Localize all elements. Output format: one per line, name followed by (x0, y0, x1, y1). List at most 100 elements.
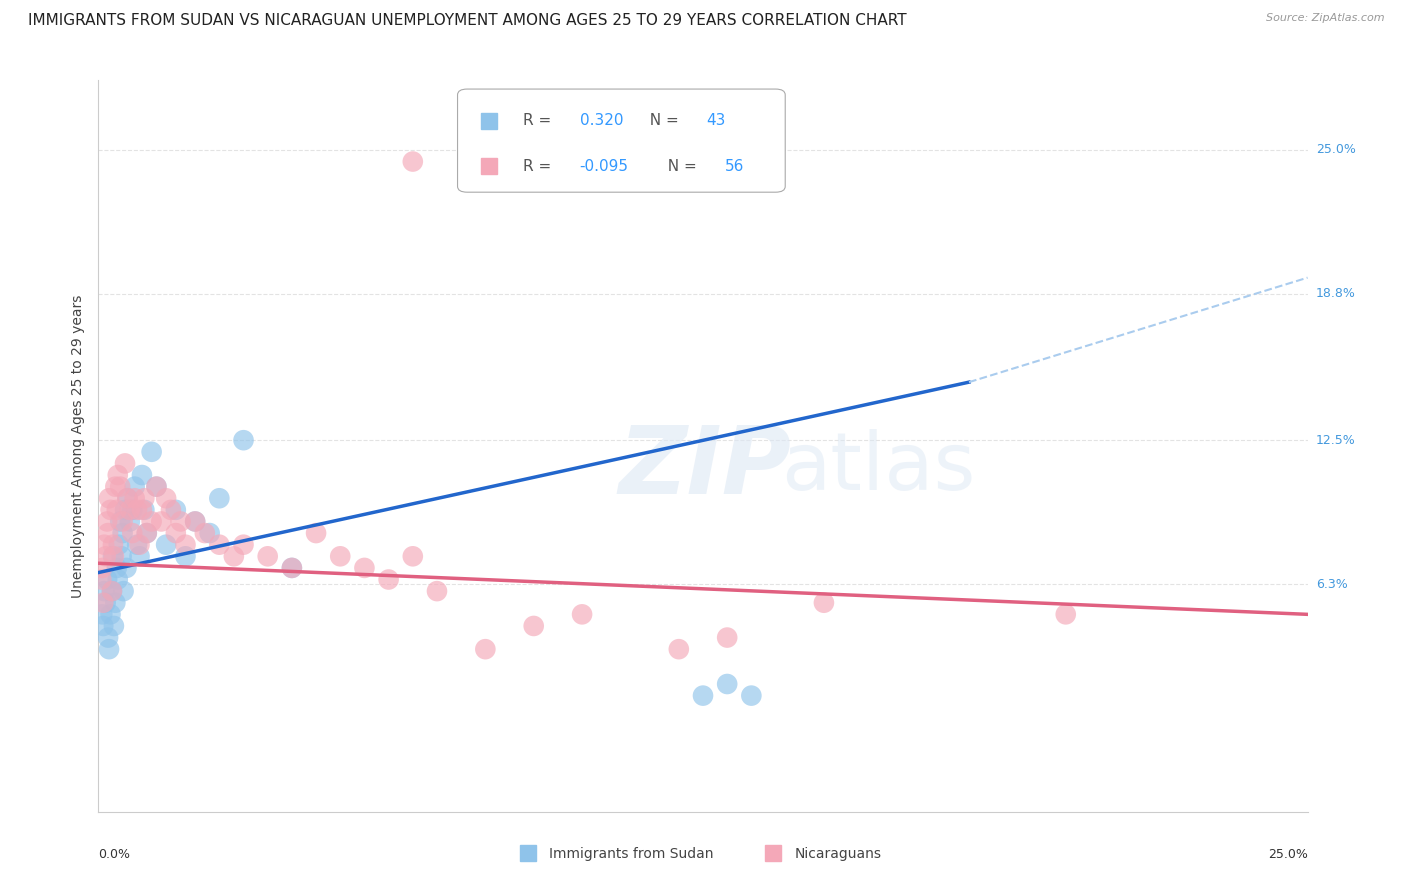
Point (108, 480, 131, 494)
Point (135, 526, 157, 541)
Point (93, 584, 115, 599)
Text: N =: N = (658, 159, 702, 174)
Point (121, 526, 143, 541)
Point (94, 596, 117, 610)
Point (208, 491, 231, 506)
Point (114, 457, 136, 471)
Point (114, 503, 136, 517)
Point (112, 584, 135, 599)
Point (128, 538, 150, 552)
Point (127, 538, 149, 552)
Text: Immigrants from Sudan: Immigrants from Sudan (550, 847, 714, 862)
Text: ZIP: ZIP (619, 422, 792, 514)
Point (111, 515, 134, 529)
Point (141, 445, 163, 459)
Text: R =: R = (523, 159, 555, 174)
Point (103, 619, 125, 633)
Text: 0.320: 0.320 (579, 113, 623, 128)
Point (100, 503, 122, 517)
Text: R =: R = (523, 113, 555, 128)
Point (668, 642, 690, 657)
Point (160, 503, 183, 517)
Point (377, 573, 399, 587)
Point (813, 596, 835, 610)
Point (184, 515, 207, 529)
Point (115, 561, 138, 575)
Point (111, 526, 134, 541)
Point (108, 515, 131, 529)
Point (232, 538, 254, 552)
Point (402, 154, 425, 169)
Point (523, 619, 546, 633)
Point (121, 503, 143, 517)
Point (101, 584, 124, 599)
Point (118, 515, 141, 529)
Text: 6.3%: 6.3% (1316, 578, 1348, 591)
Point (134, 503, 156, 517)
Point (101, 584, 124, 599)
Point (232, 433, 254, 447)
Point (740, 689, 762, 703)
Point (1054, 607, 1077, 622)
Text: 12.5%: 12.5% (1316, 434, 1355, 447)
Point (107, 573, 129, 587)
Text: N =: N = (640, 113, 683, 128)
Point (127, 503, 149, 517)
Point (165, 503, 187, 517)
Point (256, 549, 278, 564)
Point (174, 549, 197, 564)
Text: Nicaraguans: Nicaraguans (794, 847, 882, 862)
Point (208, 538, 231, 552)
Point (91, 607, 114, 622)
Text: 25.0%: 25.0% (1316, 144, 1355, 156)
Point (91, 561, 114, 575)
Point (426, 584, 449, 599)
Point (124, 491, 146, 506)
Text: 18.8%: 18.8% (1316, 287, 1355, 301)
Point (222, 549, 245, 564)
Text: -0.095: -0.095 (579, 159, 628, 174)
Point (281, 561, 304, 575)
Text: Source: ZipAtlas.com: Source: ZipAtlas.com (1267, 13, 1385, 23)
Point (174, 538, 197, 552)
Text: atlas: atlas (782, 429, 976, 507)
Y-axis label: Unemployment Among Ages 25 to 29 years: Unemployment Among Ages 25 to 29 years (70, 294, 84, 598)
Point (105, 503, 128, 517)
Point (93, 538, 115, 552)
Point (128, 549, 150, 564)
Point (571, 607, 593, 622)
Point (198, 526, 221, 541)
Point (131, 503, 153, 517)
Point (100, 607, 122, 622)
Point (94, 549, 117, 564)
Point (150, 515, 173, 529)
Point (131, 468, 153, 483)
Point (329, 549, 352, 564)
FancyBboxPatch shape (457, 89, 785, 192)
Point (101, 538, 124, 552)
Point (184, 515, 207, 529)
Point (117, 491, 139, 506)
Point (155, 491, 177, 506)
Point (145, 480, 167, 494)
Point (135, 526, 157, 541)
Point (402, 549, 425, 564)
Point (111, 549, 134, 564)
Point (118, 503, 141, 517)
Point (97, 526, 120, 541)
Point (98, 491, 121, 506)
Point (97, 631, 120, 645)
Point (353, 561, 375, 575)
Point (124, 480, 146, 494)
Point (104, 480, 127, 494)
Point (104, 596, 127, 610)
Point (305, 526, 328, 541)
Point (103, 549, 125, 564)
Point (145, 480, 167, 494)
Text: 43: 43 (707, 113, 725, 128)
Point (101, 549, 124, 564)
Point (169, 515, 191, 529)
Text: 56: 56 (724, 159, 744, 174)
Point (474, 642, 496, 657)
Point (117, 491, 139, 506)
